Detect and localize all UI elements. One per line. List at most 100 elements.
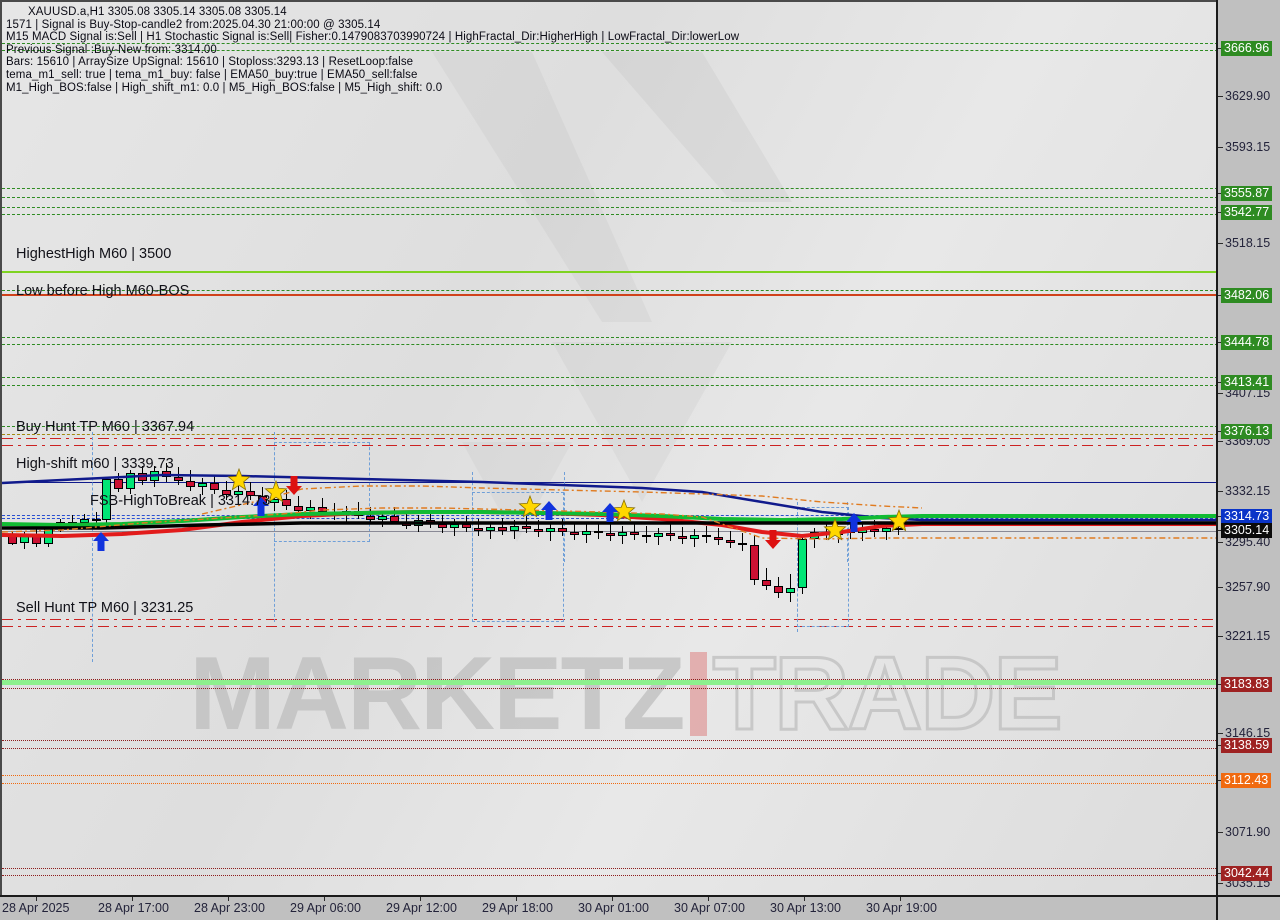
axis-corner-box [1216, 895, 1280, 920]
candle-body [666, 533, 675, 537]
candle-body [92, 518, 101, 521]
price-level-badge[interactable]: 3138.59 [1221, 738, 1273, 753]
time-axis-label: 29 Apr 18:00 [482, 901, 553, 915]
buy-arrow-icon [253, 497, 269, 516]
candle-body [378, 516, 387, 521]
candle-body [510, 525, 519, 531]
candle-body [558, 528, 567, 533]
time-axis-label: 30 Apr 07:00 [674, 901, 745, 915]
resistance-gridline [2, 43, 1216, 44]
chart-pane[interactable]: MARKETZ TRADE HighestHigh M60 | 3500 Low … [0, 0, 1216, 895]
chart-plot-area[interactable]: HighestHigh M60 | 3500 Low before High M6… [2, 2, 1216, 895]
candle-body [330, 512, 339, 515]
price-level-badge[interactable]: 3555.87 [1221, 186, 1273, 201]
price-tick [1218, 295, 1223, 296]
candle-body [32, 536, 41, 544]
candle-body [594, 530, 603, 534]
price-axis[interactable]: 3666.96 3629.90 3593.15 3555.87 3542.77 3518.… [1216, 0, 1280, 895]
chart-level-label: Sell Hunt TP M60 | 3231.25 [16, 600, 194, 616]
price-level-badge[interactable]: 3112.43 [1221, 773, 1272, 788]
time-axis-label: 30 Apr 19:00 [866, 901, 937, 915]
candle-wick [550, 522, 551, 542]
price-level-badge[interactable]: 3542.77 [1221, 205, 1273, 220]
price-tick [1218, 516, 1223, 517]
candle-body [80, 518, 89, 523]
level-line [2, 688, 1216, 689]
resistance-gridline [2, 377, 1216, 378]
sell-arrow-icon [765, 530, 781, 549]
price-level-badge[interactable]: 3042.44 [1221, 866, 1273, 881]
price-tick [1218, 393, 1223, 394]
price-tick [1218, 542, 1223, 543]
candle-body [198, 483, 207, 488]
price-level-badge[interactable]: 3305.14 [1221, 523, 1273, 538]
candle-body [114, 479, 123, 489]
candle-body [186, 480, 195, 488]
price-tick [1218, 342, 1223, 343]
support-gridline [2, 868, 1216, 869]
time-axis[interactable]: 28 Apr 2025 28 Apr 17:00 28 Apr 23:00 29 Ap… [0, 895, 1216, 920]
candle-body [570, 532, 579, 535]
session-divider [564, 472, 565, 562]
price-axis-label: 3257.90 [1225, 580, 1271, 594]
time-tick [612, 897, 613, 901]
current-price-line [2, 531, 1216, 532]
support-gridline [2, 679, 1216, 680]
time-axis-label: 29 Apr 12:00 [386, 901, 457, 915]
level-line [2, 875, 1216, 876]
candle-body [306, 507, 315, 511]
time-tick [324, 897, 325, 901]
price-tick [1218, 733, 1223, 734]
price-level-badge[interactable]: 3482.06 [1221, 288, 1273, 303]
candle-body [642, 534, 651, 538]
price-axis-label: 3221.15 [1225, 629, 1271, 643]
candle-body [654, 533, 663, 538]
star-marker-icon [887, 509, 911, 532]
candle-body [870, 529, 879, 533]
price-axis-label: 3295.40 [1225, 535, 1271, 549]
time-tick [900, 897, 901, 901]
price-tick [1218, 147, 1223, 148]
price-tick [1218, 873, 1223, 874]
price-tick [1218, 212, 1223, 213]
time-axis-label: 29 Apr 06:00 [290, 901, 361, 915]
price-tick [1218, 491, 1223, 492]
price-axis-label: 3629.90 [1225, 89, 1271, 103]
candle-body [44, 525, 53, 544]
candle-body [102, 479, 111, 521]
candle-body [498, 526, 507, 531]
price-level-badge[interactable]: 3314.73 [1221, 509, 1273, 524]
price-tick [1218, 780, 1223, 781]
candle-body [354, 510, 363, 517]
price-tick [1218, 684, 1223, 685]
price-level-badge[interactable]: 3413.41 [1221, 375, 1273, 390]
time-tick [420, 897, 421, 901]
candle-body [582, 530, 591, 535]
price-level-badge[interactable]: 3444.78 [1221, 335, 1273, 350]
candle-wick [766, 567, 767, 591]
level-line [2, 214, 1216, 215]
price-tick [1218, 745, 1223, 746]
candle-body [318, 507, 327, 513]
level-line [2, 680, 1216, 685]
candle-body [438, 524, 447, 529]
level-line [2, 50, 1216, 51]
price-tick [1218, 636, 1223, 637]
candle-body [20, 536, 29, 543]
candle-body [366, 516, 375, 521]
price-level-badge[interactable]: 3666.96 [1221, 41, 1273, 56]
candle-body [702, 534, 711, 538]
time-tick [228, 897, 229, 901]
time-axis-label: 28 Apr 17:00 [98, 901, 169, 915]
price-axis-label: 3332.15 [1225, 484, 1271, 498]
level-line [2, 783, 1216, 784]
candle-body [68, 521, 77, 524]
candle-body [294, 505, 303, 511]
price-level-badge[interactable]: 3376.13 [1221, 424, 1273, 439]
candle-body [774, 586, 783, 593]
resistance-gridline [2, 426, 1216, 427]
candle-body [798, 538, 807, 588]
price-level-badge[interactable]: 3183.83 [1221, 677, 1273, 692]
level-line [2, 385, 1216, 386]
